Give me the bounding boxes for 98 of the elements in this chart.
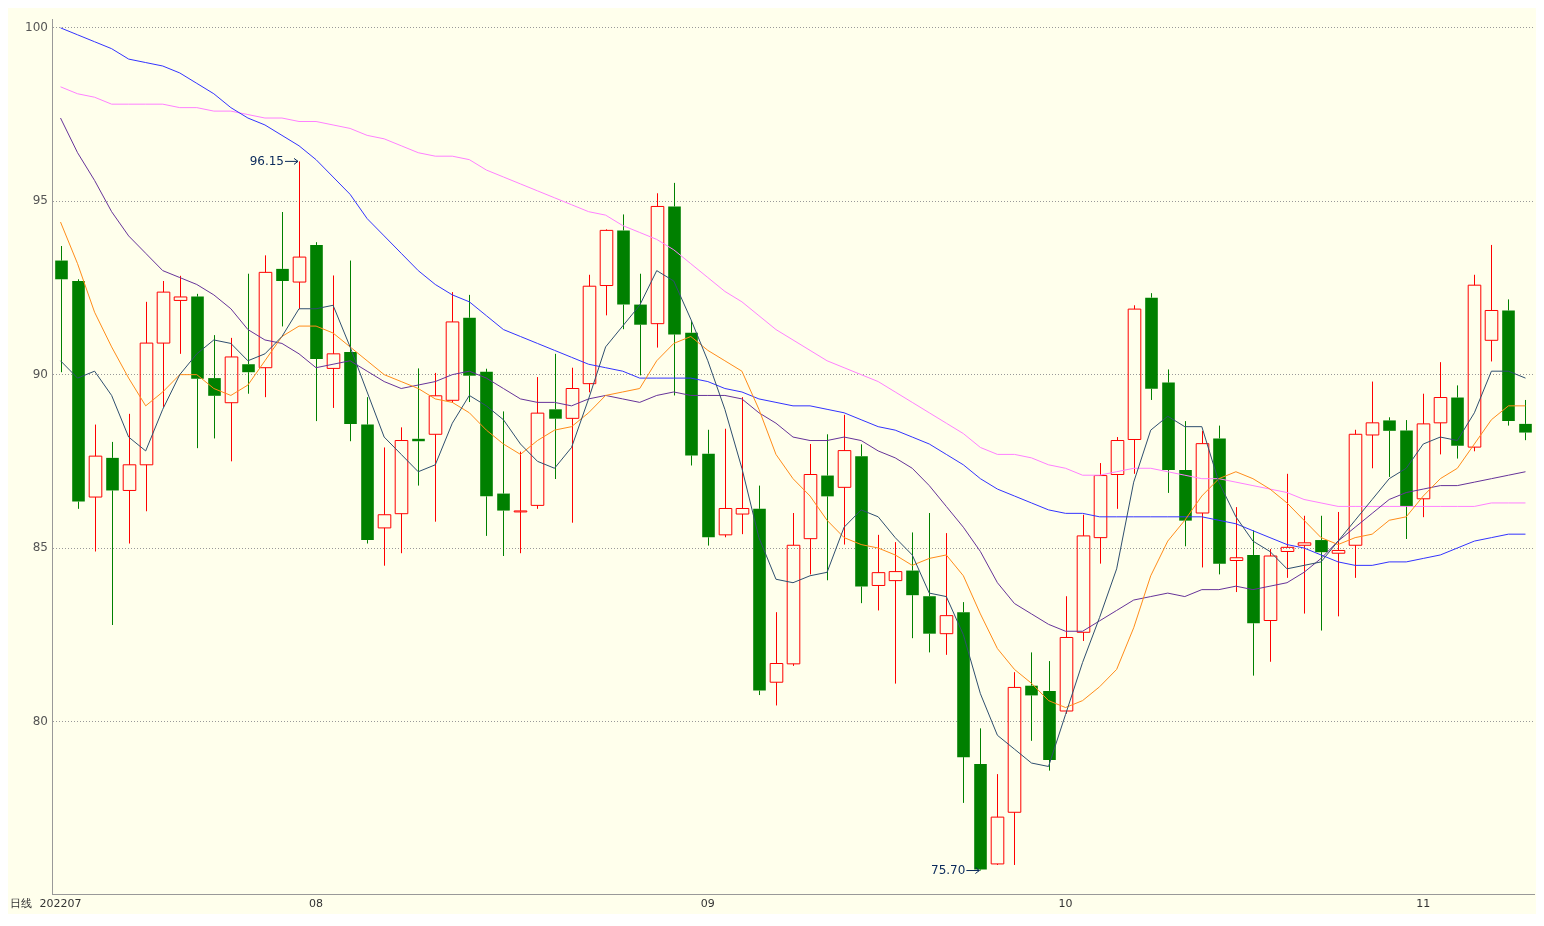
candlestick <box>445 291 460 404</box>
candlestick <box>1179 420 1192 547</box>
candlestick <box>258 254 273 398</box>
candlestick <box>122 413 137 545</box>
candlestick <box>1502 298 1515 427</box>
candlestick <box>786 512 801 667</box>
candlestick <box>906 531 919 639</box>
candlestick <box>923 512 936 653</box>
candlestick <box>1400 419 1413 540</box>
candlestick <box>224 337 239 462</box>
y-tick-label: 90 <box>32 366 48 381</box>
candlestick <box>565 367 580 524</box>
candlestick <box>1519 399 1532 441</box>
candlestick <box>617 213 630 330</box>
candlestick <box>1076 514 1091 642</box>
candlestick <box>1229 506 1244 593</box>
candlestick <box>855 443 868 604</box>
candlestick <box>1145 292 1158 401</box>
candlestick <box>1110 436 1125 510</box>
candlestick <box>361 396 374 545</box>
y-tick-label: 85 <box>32 540 48 555</box>
candlestick <box>582 274 597 393</box>
candlestick <box>702 429 715 547</box>
candlestick <box>1331 511 1346 617</box>
candlestick <box>173 275 188 355</box>
x-tick-label: 08 <box>309 897 324 911</box>
candlestick <box>1093 462 1108 565</box>
candlestick <box>72 278 85 510</box>
candlestick <box>685 320 698 466</box>
candlestick <box>156 280 171 408</box>
candlestick <box>480 368 493 537</box>
candlestick <box>55 245 68 373</box>
candlestick <box>1297 515 1312 615</box>
candlestick <box>939 532 954 656</box>
x-tick-label: 10 <box>1058 897 1073 911</box>
candlestick <box>1365 381 1380 469</box>
candlestick <box>1416 393 1431 518</box>
candlestick <box>549 353 562 480</box>
candlestick <box>599 229 614 316</box>
y-tick-label: 95 <box>32 193 48 208</box>
candlestick <box>753 485 766 696</box>
candlestick <box>650 192 665 349</box>
candlestick <box>1348 429 1363 579</box>
candlestick <box>837 414 852 546</box>
candlestick <box>957 601 970 804</box>
candlestick <box>276 211 289 327</box>
candlestick <box>530 376 545 510</box>
candlestick <box>1484 244 1499 362</box>
candlestick <box>974 727 987 870</box>
candlestick <box>769 611 784 706</box>
candlestick <box>821 433 834 581</box>
x-tick-label: 202207 <box>39 897 82 911</box>
candlestick <box>1007 671 1022 866</box>
candlestick <box>1433 361 1448 455</box>
candlestick <box>463 294 476 403</box>
y-tick-label: 100 <box>25 19 48 34</box>
candlestick <box>106 441 119 626</box>
candlestick <box>242 273 255 395</box>
candlestick <box>735 396 750 535</box>
candlestick <box>1043 660 1056 772</box>
x-tick-label: 09 <box>700 897 715 911</box>
candlestick <box>668 182 681 396</box>
candlestick <box>377 446 392 567</box>
candlestick <box>428 372 443 523</box>
candlestick <box>191 293 204 449</box>
candlestick <box>344 260 357 442</box>
candlestick <box>88 424 103 552</box>
y-tick-label: 80 <box>32 713 48 728</box>
candlestick <box>513 451 528 554</box>
candlestick <box>1213 425 1226 575</box>
candlestick <box>310 241 323 422</box>
candlestick <box>292 160 307 310</box>
candlestick <box>1247 529 1260 677</box>
candlestick <box>139 301 154 512</box>
annotation: 96.15 <box>249 153 284 168</box>
candlestick <box>990 773 1005 865</box>
candlestick <box>208 334 221 439</box>
candlestick <box>718 428 733 538</box>
candlestick <box>1059 595 1074 715</box>
candlestick <box>803 443 818 575</box>
candlestick <box>1263 548 1278 663</box>
candlestick <box>497 410 510 557</box>
candlestick <box>1127 304 1142 475</box>
candlestick <box>1025 651 1038 742</box>
candlestick <box>1383 416 1396 478</box>
annotation: 75.70 <box>931 862 966 877</box>
text: 日线 <box>10 896 32 910</box>
candlestick <box>1195 430 1210 568</box>
candlestick <box>634 273 647 376</box>
x-tick-label: 11 <box>1416 897 1431 911</box>
candlestick <box>888 541 903 685</box>
candlestick <box>326 274 341 409</box>
candlestick <box>1162 368 1175 494</box>
candlestick <box>1451 384 1464 460</box>
candlestick <box>1280 473 1295 579</box>
candlestick <box>871 534 886 611</box>
candlestick <box>1315 515 1328 632</box>
candlestick <box>394 426 409 554</box>
